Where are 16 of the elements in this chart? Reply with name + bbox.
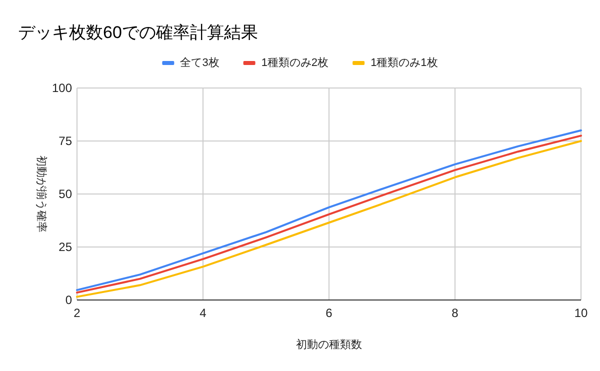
x-tick-label: 4 — [200, 306, 207, 320]
legend-label: 1種類のみ2枚 — [261, 57, 329, 69]
y-axis-title: 初動が揃う確率 — [35, 156, 48, 232]
y-tick-label: 75 — [58, 134, 72, 148]
y-tick-label: 100 — [52, 81, 72, 95]
legend-label: 全て3枚 — [180, 57, 220, 69]
y-tick-label: 0 — [65, 293, 72, 307]
x-tick-label: 8 — [452, 306, 459, 320]
y-tick-label: 50 — [58, 187, 72, 201]
chart-title: デッキ枚数60での確率計算結果 — [18, 23, 258, 42]
x-tick-label: 10 — [574, 306, 588, 320]
x-axis-title: 初動の種類数 — [296, 338, 362, 351]
x-tick-label: 6 — [326, 306, 333, 320]
legend-label: 1種類のみ1枚 — [370, 57, 438, 69]
y-tick-label: 25 — [58, 240, 72, 254]
x-tick-label: 2 — [74, 306, 81, 320]
